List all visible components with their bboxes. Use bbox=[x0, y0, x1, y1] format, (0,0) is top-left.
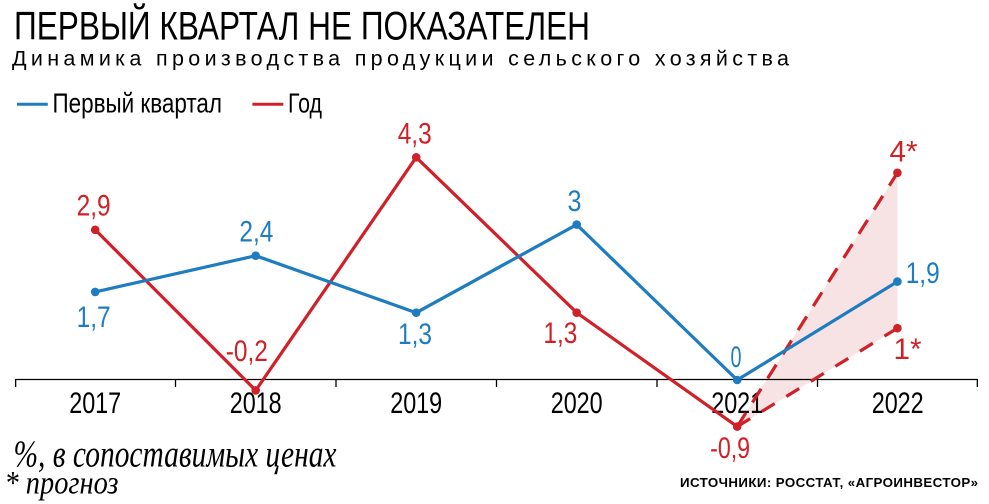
svg-text:ПЕРВЫЙ КВАРТАЛ НЕ ПОКАЗАТЕЛЕН: ПЕРВЫЙ КВАРТАЛ НЕ ПОКАЗАТЕЛЕН bbox=[14, 3, 590, 49]
svg-text:1*: 1* bbox=[894, 333, 922, 366]
svg-text:1,7: 1,7 bbox=[77, 301, 111, 334]
svg-text:0: 0 bbox=[731, 341, 742, 374]
svg-text:* прогноз: * прогноз bbox=[5, 466, 119, 502]
svg-text:2022: 2022 bbox=[872, 387, 924, 420]
svg-text:1,9: 1,9 bbox=[906, 257, 940, 290]
svg-text:1,3: 1,3 bbox=[398, 318, 432, 351]
svg-text:1,3: 1,3 bbox=[543, 317, 577, 350]
svg-text:4*: 4* bbox=[890, 135, 918, 168]
svg-text:-0,9: -0,9 bbox=[710, 432, 750, 465]
svg-text:3: 3 bbox=[568, 185, 582, 218]
svg-text:-0,2: -0,2 bbox=[226, 335, 268, 368]
svg-text:%, в сопоставимых ценах: %, в сопоставимых ценах bbox=[14, 434, 337, 476]
svg-text:4,3: 4,3 bbox=[398, 117, 432, 150]
svg-text:2,9: 2,9 bbox=[77, 190, 111, 223]
svg-text:Первый квартал: Первый квартал bbox=[53, 88, 223, 119]
svg-text:2,4: 2,4 bbox=[239, 216, 273, 249]
svg-text:ИСТОЧНИКИ: РОССТАТ, «АГРОИНВЕС: ИСТОЧНИКИ: РОССТАТ, «АГРОИНВЕСТОР» bbox=[680, 475, 978, 490]
svg-text:2017: 2017 bbox=[69, 387, 121, 420]
svg-text:2019: 2019 bbox=[390, 387, 442, 420]
svg-text:Год: Год bbox=[288, 88, 322, 119]
svg-text:2020: 2020 bbox=[551, 387, 603, 420]
